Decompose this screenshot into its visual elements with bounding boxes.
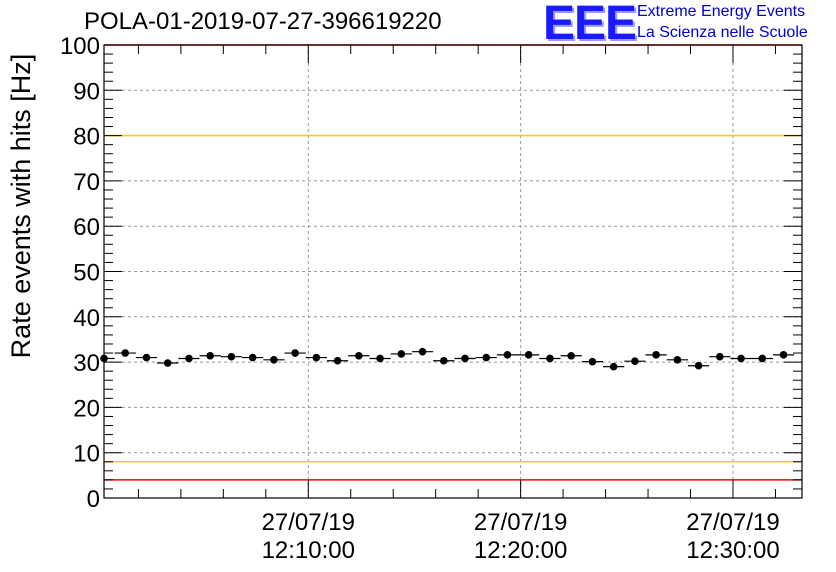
data-point [206,351,214,360]
y-tick-label: 0 [87,486,100,513]
data-point [503,351,512,359]
y-tick-label: 30 [73,350,100,377]
y-tick-label: 60 [73,214,100,241]
x-tick-label-date: 27/07/19 [686,509,779,536]
data-points [100,347,795,371]
data-point [185,354,193,363]
axis-ticks [104,44,802,499]
data-point [142,353,151,362]
y-tick-label: 40 [73,305,100,332]
x-tick-label-time: 12:10:00 [262,537,355,564]
data-point [546,354,554,363]
data-point [121,349,130,357]
y-tick-label: 100 [60,33,100,60]
data-point [418,347,427,356]
logo-subtitle-line2: La Scienza nelle Scuole [637,24,808,41]
data-point [588,357,597,366]
y-tick-label: 90 [73,78,100,105]
axis-labels: 010203040506070809010027/07/1912:10:0027… [60,33,780,564]
data-point [652,351,660,359]
data-point [482,353,491,362]
x-tick-label-date: 27/07/19 [262,509,355,536]
y-tick-label: 50 [73,260,100,287]
data-point [567,351,575,360]
grid-layer [104,45,802,498]
data-point [694,361,703,370]
x-tick-label-time: 12:20:00 [474,537,567,564]
data-point [376,354,384,363]
y-axis-label: Rate events with hits [Hz] [6,54,36,359]
data-point [461,354,469,363]
y-tick-label: 20 [73,395,100,422]
y-tick-label: 70 [73,169,100,196]
data-point [270,356,278,364]
y-tick-label: 10 [73,441,100,468]
y-tick-label: 80 [73,124,100,151]
data-point [609,362,618,371]
data-point [397,350,406,358]
chart-title: POLA-01-2019-07-27-396619220 [84,8,442,35]
data-point [248,353,257,362]
data-point [333,356,342,365]
data-point [673,356,682,364]
reference-lines [104,44,802,481]
data-point [312,353,321,362]
data-point [737,354,745,363]
logo-subtitle-line1: Extreme Energy Events [637,3,806,20]
data-point [524,351,533,359]
eee-logo: EEE [543,0,637,50]
data-point [716,352,724,361]
data-point [227,352,236,361]
data-point [439,356,448,365]
data-point [779,351,788,359]
x-tick-label-time: 12:30:00 [686,537,779,564]
data-point [355,351,363,360]
x-tick-label-date: 27/07/19 [474,509,567,536]
data-point [758,354,767,363]
data-point [163,359,172,367]
data-point [631,357,639,365]
data-point [291,349,299,357]
